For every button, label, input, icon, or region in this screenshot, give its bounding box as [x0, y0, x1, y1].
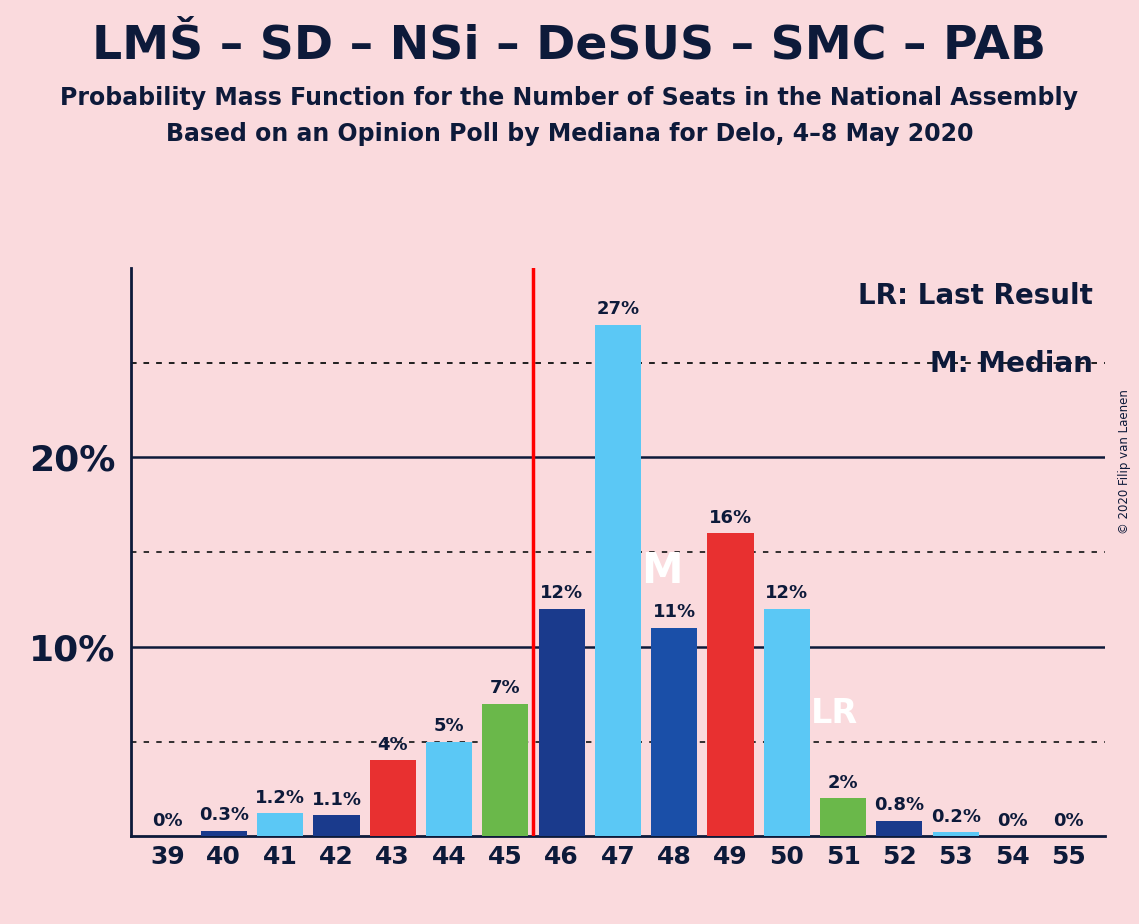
- Text: Probability Mass Function for the Number of Seats in the National Assembly: Probability Mass Function for the Number…: [60, 86, 1079, 110]
- Bar: [257, 813, 303, 836]
- Bar: [876, 821, 923, 836]
- Bar: [200, 831, 247, 836]
- Bar: [539, 609, 584, 836]
- Text: 1.1%: 1.1%: [311, 791, 361, 808]
- Text: 12%: 12%: [540, 584, 583, 602]
- Text: M: M: [641, 550, 683, 592]
- Text: 0.3%: 0.3%: [199, 806, 248, 824]
- Text: LMŠ – SD – NSi – DeSUS – SMC – PAB: LMŠ – SD – NSi – DeSUS – SMC – PAB: [92, 23, 1047, 68]
- Text: 2%: 2%: [828, 773, 859, 792]
- Text: LR: LR: [811, 697, 858, 730]
- Bar: [652, 628, 697, 836]
- Bar: [426, 741, 472, 836]
- Text: M: Median: M: Median: [931, 350, 1093, 378]
- Text: LR: Last Result: LR: Last Result: [859, 282, 1093, 310]
- Bar: [313, 815, 360, 836]
- Text: © 2020 Filip van Laenen: © 2020 Filip van Laenen: [1118, 390, 1131, 534]
- Bar: [764, 609, 810, 836]
- Text: 5%: 5%: [434, 717, 465, 735]
- Bar: [370, 760, 416, 836]
- Bar: [707, 533, 754, 836]
- Text: 0.2%: 0.2%: [931, 808, 981, 826]
- Text: 0%: 0%: [1052, 811, 1083, 830]
- Bar: [482, 704, 528, 836]
- Text: 0%: 0%: [153, 811, 183, 830]
- Bar: [820, 798, 866, 836]
- Text: 11%: 11%: [653, 603, 696, 621]
- Bar: [933, 833, 978, 836]
- Text: 12%: 12%: [765, 584, 809, 602]
- Bar: [595, 324, 641, 836]
- Text: 16%: 16%: [708, 508, 752, 527]
- Text: 4%: 4%: [377, 736, 408, 754]
- Text: 0.8%: 0.8%: [875, 796, 925, 814]
- Text: Based on an Opinion Poll by Mediana for Delo, 4–8 May 2020: Based on an Opinion Poll by Mediana for …: [166, 122, 973, 146]
- Text: 27%: 27%: [597, 300, 639, 318]
- Text: 0%: 0%: [997, 811, 1027, 830]
- Text: 7%: 7%: [490, 679, 521, 697]
- Text: 1.2%: 1.2%: [255, 789, 305, 807]
